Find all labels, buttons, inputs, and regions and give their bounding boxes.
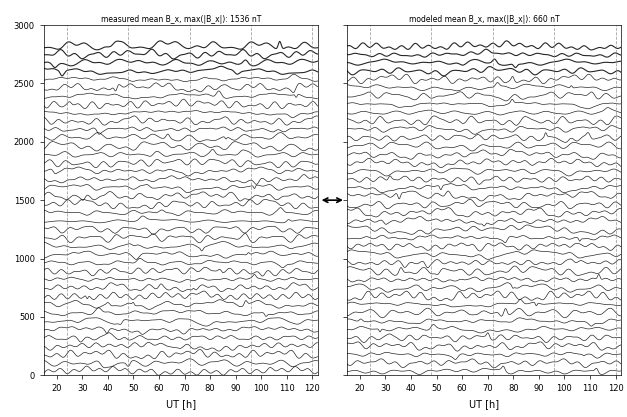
- X-axis label: UT [h]: UT [h]: [469, 399, 499, 409]
- Title: modeled mean B_x, max(|B_x|): 660 nT: modeled mean B_x, max(|B_x|): 660 nT: [409, 15, 559, 24]
- X-axis label: UT [h]: UT [h]: [166, 399, 196, 409]
- Title: measured mean B_x, max(|B_x|): 1536 nT: measured mean B_x, max(|B_x|): 1536 nT: [100, 15, 261, 24]
